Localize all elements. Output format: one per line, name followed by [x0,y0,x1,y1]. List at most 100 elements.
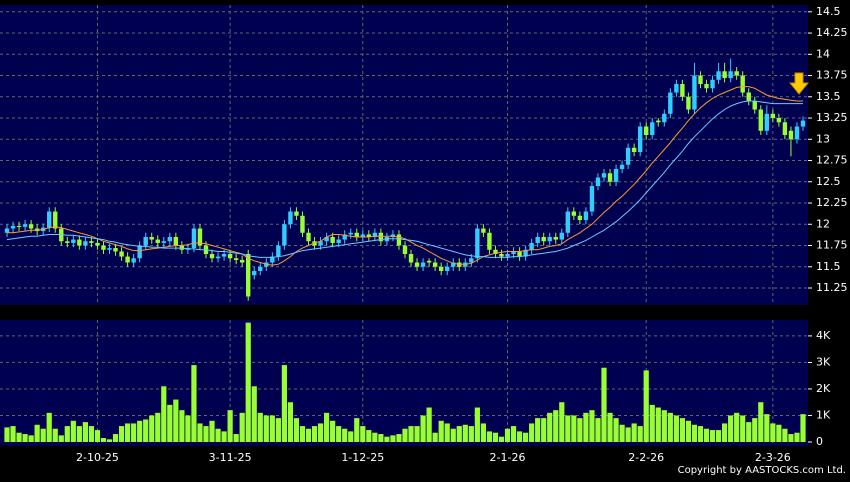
volume-bar [118,426,125,442]
y-tick-label: 13.75 [816,69,848,82]
candle-body [770,113,776,119]
volume-bar [486,431,493,442]
volume-bar [257,412,263,442]
volume-bar [722,423,728,442]
volume-bar [203,426,209,442]
candle-body [451,262,456,267]
candle-body [276,245,281,257]
volume-bar [679,418,685,442]
volume-bar [661,410,667,442]
candle-body [113,248,118,252]
volume-bar [474,407,480,442]
volume-bar [155,412,161,442]
volume-bar [336,426,342,442]
candle-body [227,254,233,259]
volume-bar [372,432,378,442]
volume-bar [354,418,360,442]
volume-bar [384,436,390,442]
candle-body [656,120,661,123]
volume-bar [758,402,764,442]
volume-bar [46,412,52,442]
candle-body [716,71,721,80]
volume-bar [516,431,523,442]
volume-bar [715,430,722,442]
candle-body [366,234,372,238]
source: Copyright by AASTOCKS.com Ltd. [678,465,846,476]
candle-body [674,84,679,93]
volume-bar [161,386,167,442]
candle-body [650,122,655,136]
candle-body [547,237,552,242]
volume-bar [125,423,131,442]
volume-bar [245,322,251,442]
volume-bar [655,407,661,442]
volume-bar [76,426,82,442]
candle-body [445,266,450,272]
y-tick-label: 11.5 [816,260,841,273]
y-tick-label: 13.25 [816,111,848,124]
candle-body [101,245,106,250]
volume-bar [143,419,149,442]
volume-bar [137,420,143,442]
candle-body [541,237,546,242]
volume-bar [360,426,366,442]
candle-body [637,126,643,153]
candle-body [330,237,335,243]
volume-bar [88,426,95,442]
candle-body [722,71,727,79]
candle-body [595,177,601,187]
volume-bar [547,412,553,442]
volume-bar [52,428,58,442]
volume-bar [703,428,710,442]
candle-body [125,256,130,263]
volume-bar [462,424,468,442]
volume-bar [10,426,16,442]
candle-body [149,237,154,240]
candle-body [583,211,589,221]
candle-body [360,234,365,238]
candle-body [77,239,82,246]
volume-bar [685,420,692,442]
candle-body [559,232,564,240]
candle-body [776,118,782,123]
volume-bar [709,430,716,442]
volume-bar [788,434,794,442]
candle-body [167,237,173,242]
candle-body [420,262,426,267]
volume-bar [529,423,535,442]
volume-bar [275,418,281,442]
volume-bar [305,428,312,442]
volume-bar [523,432,529,442]
candle-body [475,228,480,259]
volume-bar [800,414,806,442]
volume-bar [625,427,631,442]
candle-body [258,266,263,272]
y-tick-label: 13 [816,132,830,145]
volume-bar [311,426,318,442]
volume-bar [402,428,408,442]
y-tick-label: 12.75 [816,154,848,167]
candle-body [704,84,709,89]
candle-body [481,228,486,233]
candle-body [246,254,251,297]
volume-bar [22,434,28,442]
candle-body [740,75,745,93]
volume-bar [649,404,655,442]
y-tick-label: 11.75 [816,239,848,252]
candle-body [4,228,10,233]
volume-bar [559,402,565,442]
x-tick-label: 2-2-26 [628,451,664,464]
candle-body [155,239,160,243]
candle-body [252,271,257,276]
volume-tick-label: 1K [816,408,831,421]
candle-body [517,251,522,257]
candle-body [354,232,359,238]
candle-body [728,71,733,79]
x-tick-label: 1-12-25 [341,451,384,464]
volume-bar [112,434,119,442]
candle-body [71,239,76,243]
volume-bar [571,415,577,442]
candle-body [161,241,166,243]
volume-tick-label: 0 [816,435,823,448]
volume-bar [583,412,589,442]
